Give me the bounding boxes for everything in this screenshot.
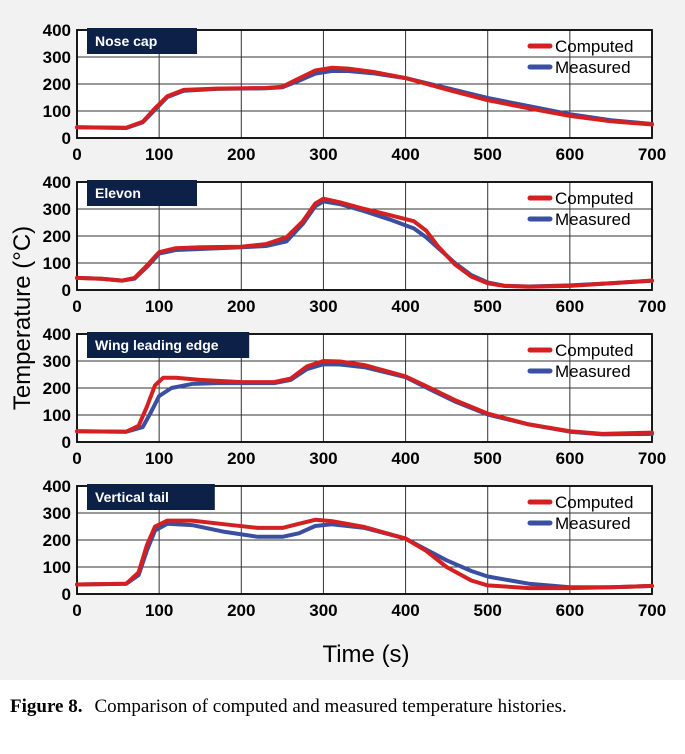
legend-label-measured: Measured — [555, 514, 631, 533]
panel-0: 0 100 200 300 400 500 600 700 0 100 200 300 400 Nose … — [43, 21, 667, 164]
x-tick-label: 400 — [391, 297, 419, 316]
x-tick-label: 300 — [309, 449, 337, 468]
x-tick-label: 300 — [309, 297, 337, 316]
y-tick-label: 100 — [43, 406, 71, 425]
y-tick-label: 200 — [43, 379, 71, 398]
panel-tag: Vertical tail — [87, 484, 215, 510]
y-tick-label: 300 — [43, 352, 71, 371]
y-tick-label: 100 — [43, 558, 71, 577]
x-tick-label: 500 — [474, 297, 502, 316]
legend-label-computed: Computed — [555, 341, 633, 360]
legend-label-measured: Measured — [555, 210, 631, 229]
x-tick-label: 600 — [556, 601, 584, 620]
x-tick-label: 500 — [474, 601, 502, 620]
panel-tag-box — [87, 484, 215, 510]
y-tick-label: 0 — [62, 433, 71, 452]
x-tick-label: 200 — [227, 601, 255, 620]
x-tick-label: 400 — [391, 449, 419, 468]
figure: Temperature (°C) Time (s) 0 100 200 300 400 5… — [0, 0, 685, 680]
panel-1: 0 100 200 300 400 500 600 700 0 100 200 300 400 Elevo… — [43, 173, 667, 316]
panel-tag-label: Wing leading edge — [95, 337, 219, 353]
panel-2: 0 100 200 300 400 500 600 700 0 100 200 300 400 Wing … — [43, 325, 667, 468]
y-tick-label: 200 — [43, 75, 71, 94]
panel-3: 0 100 200 300 400 500 600 700 0 100 200 300 400 Verti… — [43, 477, 667, 620]
x-tick-label: 100 — [145, 145, 173, 164]
caption-text: Comparison of computed and measured temp… — [94, 696, 567, 717]
y-tick-label: 100 — [43, 254, 71, 273]
x-tick-label: 100 — [145, 601, 173, 620]
y-tick-label: 300 — [43, 504, 71, 523]
x-tick-label: 600 — [556, 449, 584, 468]
legend-label-computed: Computed — [555, 37, 633, 56]
panel-tag-label: Vertical tail — [95, 489, 169, 505]
y-tick-label: 0 — [62, 585, 71, 604]
y-tick-label: 300 — [43, 48, 71, 67]
caption-label: Figure 8. — [10, 696, 83, 717]
panel-tag-box — [87, 28, 197, 54]
panel-tag-box — [87, 332, 250, 358]
x-tick-label: 200 — [227, 297, 255, 316]
legend-label-computed: Computed — [555, 189, 633, 208]
series-line-computed — [75, 65, 654, 130]
legend-label-measured: Measured — [555, 362, 631, 381]
plot-frame — [76, 485, 653, 595]
y-axis-label: Temperature (°C) — [9, 226, 36, 410]
y-tick-label: 400 — [43, 477, 71, 496]
y-tick-label: 400 — [43, 173, 71, 192]
x-tick-label: 300 — [309, 601, 337, 620]
plot-frame — [76, 29, 653, 139]
panel-tag: Nose cap — [87, 28, 197, 54]
x-tick-label: 100 — [145, 297, 173, 316]
legend-label-measured: Measured — [555, 58, 631, 77]
plot-frame — [76, 181, 653, 291]
x-tick-label: 500 — [474, 145, 502, 164]
x-axis-label: Time (s) — [322, 641, 409, 668]
panel-tag-box — [87, 180, 197, 206]
y-tick-label: 0 — [62, 129, 71, 148]
panel-tag-label: Nose cap — [95, 33, 157, 49]
x-tick-label: 400 — [391, 601, 419, 620]
legend-label-computed: Computed — [555, 493, 633, 512]
x-tick-label: 600 — [556, 145, 584, 164]
x-tick-label: 600 — [556, 297, 584, 316]
series-line-computed — [75, 196, 654, 289]
series-line-computed — [75, 517, 654, 591]
figure-caption: Figure 8. Comparison of computed and meas… — [10, 696, 675, 717]
panel-tag: Wing leading edge — [87, 332, 250, 358]
x-tick-label: 700 — [638, 449, 666, 468]
chart-canvas: Temperature (°C) Time (s) 0 100 200 300 400 5… — [9, 21, 667, 668]
panel-tag: Elevon — [87, 180, 197, 206]
x-tick-label: 0 — [72, 145, 81, 164]
x-tick-label: 700 — [638, 297, 666, 316]
x-tick-label: 700 — [638, 601, 666, 620]
y-tick-label: 300 — [43, 200, 71, 219]
x-tick-label: 400 — [391, 145, 419, 164]
series-line-computed — [75, 359, 654, 436]
x-tick-label: 700 — [638, 145, 666, 164]
y-tick-label: 200 — [43, 227, 71, 246]
x-tick-label: 0 — [72, 601, 81, 620]
y-tick-label: 400 — [43, 21, 71, 40]
x-tick-label: 300 — [309, 145, 337, 164]
x-tick-label: 200 — [227, 449, 255, 468]
y-tick-label: 100 — [43, 102, 71, 121]
x-tick-label: 200 — [227, 145, 255, 164]
x-tick-label: 0 — [72, 297, 81, 316]
x-tick-label: 100 — [145, 449, 173, 468]
panel-tag-label: Elevon — [95, 185, 141, 201]
x-tick-label: 0 — [72, 449, 81, 468]
y-tick-label: 200 — [43, 531, 71, 550]
x-tick-label: 500 — [474, 449, 502, 468]
plot-frame — [76, 333, 653, 443]
y-tick-label: 400 — [43, 325, 71, 344]
y-tick-label: 0 — [62, 281, 71, 300]
